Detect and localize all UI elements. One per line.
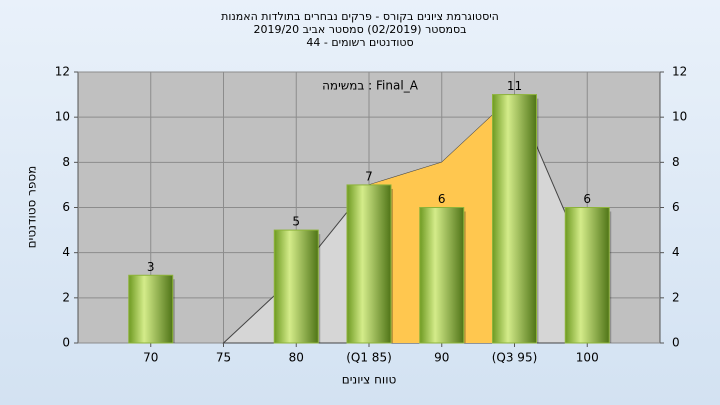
x-tick-label: 80 bbox=[289, 351, 304, 365]
y2-tick-label: 0 bbox=[672, 336, 680, 350]
x-axis-label: טווח ציונים bbox=[342, 373, 397, 387]
y2-tick-label: 8 bbox=[672, 155, 680, 169]
y2-tick-label: 2 bbox=[672, 290, 680, 304]
y2-tick-label: 12 bbox=[672, 65, 687, 79]
title-line: בסמסטר (02/2019) סמסטר אביב 2019/20 bbox=[253, 23, 466, 36]
y-tick-label: 2 bbox=[62, 290, 70, 304]
x-tick-label: 100 bbox=[576, 351, 599, 365]
value-label: 6 bbox=[583, 192, 591, 206]
y2-tick-label: 4 bbox=[672, 245, 680, 259]
y2-tick-label: 6 bbox=[672, 200, 680, 214]
bar bbox=[419, 207, 465, 344]
y-tick-label: 12 bbox=[55, 65, 70, 79]
value-label: 11 bbox=[507, 79, 522, 93]
y-tick-label: 10 bbox=[55, 110, 70, 124]
x-tick-label: 90 bbox=[434, 351, 449, 365]
bar bbox=[492, 94, 537, 344]
bar bbox=[273, 229, 319, 344]
y-tick-label: 8 bbox=[62, 155, 70, 169]
x-tick-label: 70 bbox=[143, 351, 158, 365]
value-label: 5 bbox=[292, 215, 300, 229]
y-tick-label: 6 bbox=[62, 200, 70, 214]
annotation: במשימה : Final_A bbox=[322, 79, 419, 93]
title-line: היסטוגרמת ציונים בקורס - פרקים נבחרים בת… bbox=[221, 10, 499, 23]
y-tick-label: 0 bbox=[62, 336, 70, 350]
value-label: 3 bbox=[147, 260, 155, 274]
value-label: 6 bbox=[438, 192, 446, 206]
y-tick-label: 4 bbox=[62, 245, 70, 259]
x-tick-label: 75 bbox=[216, 351, 231, 365]
title-line: סטודנטים רשומים - 44 bbox=[306, 36, 413, 49]
x-tick-label: (Q3 95) bbox=[492, 351, 538, 365]
x-tick-label: (Q1 85) bbox=[346, 351, 392, 365]
value-label: 7 bbox=[365, 169, 373, 183]
y-axis-label: מספר סטודנטים bbox=[25, 166, 39, 249]
y2-tick-label: 10 bbox=[672, 110, 687, 124]
bar bbox=[564, 207, 610, 344]
bar bbox=[346, 184, 392, 344]
bar bbox=[128, 274, 174, 344]
